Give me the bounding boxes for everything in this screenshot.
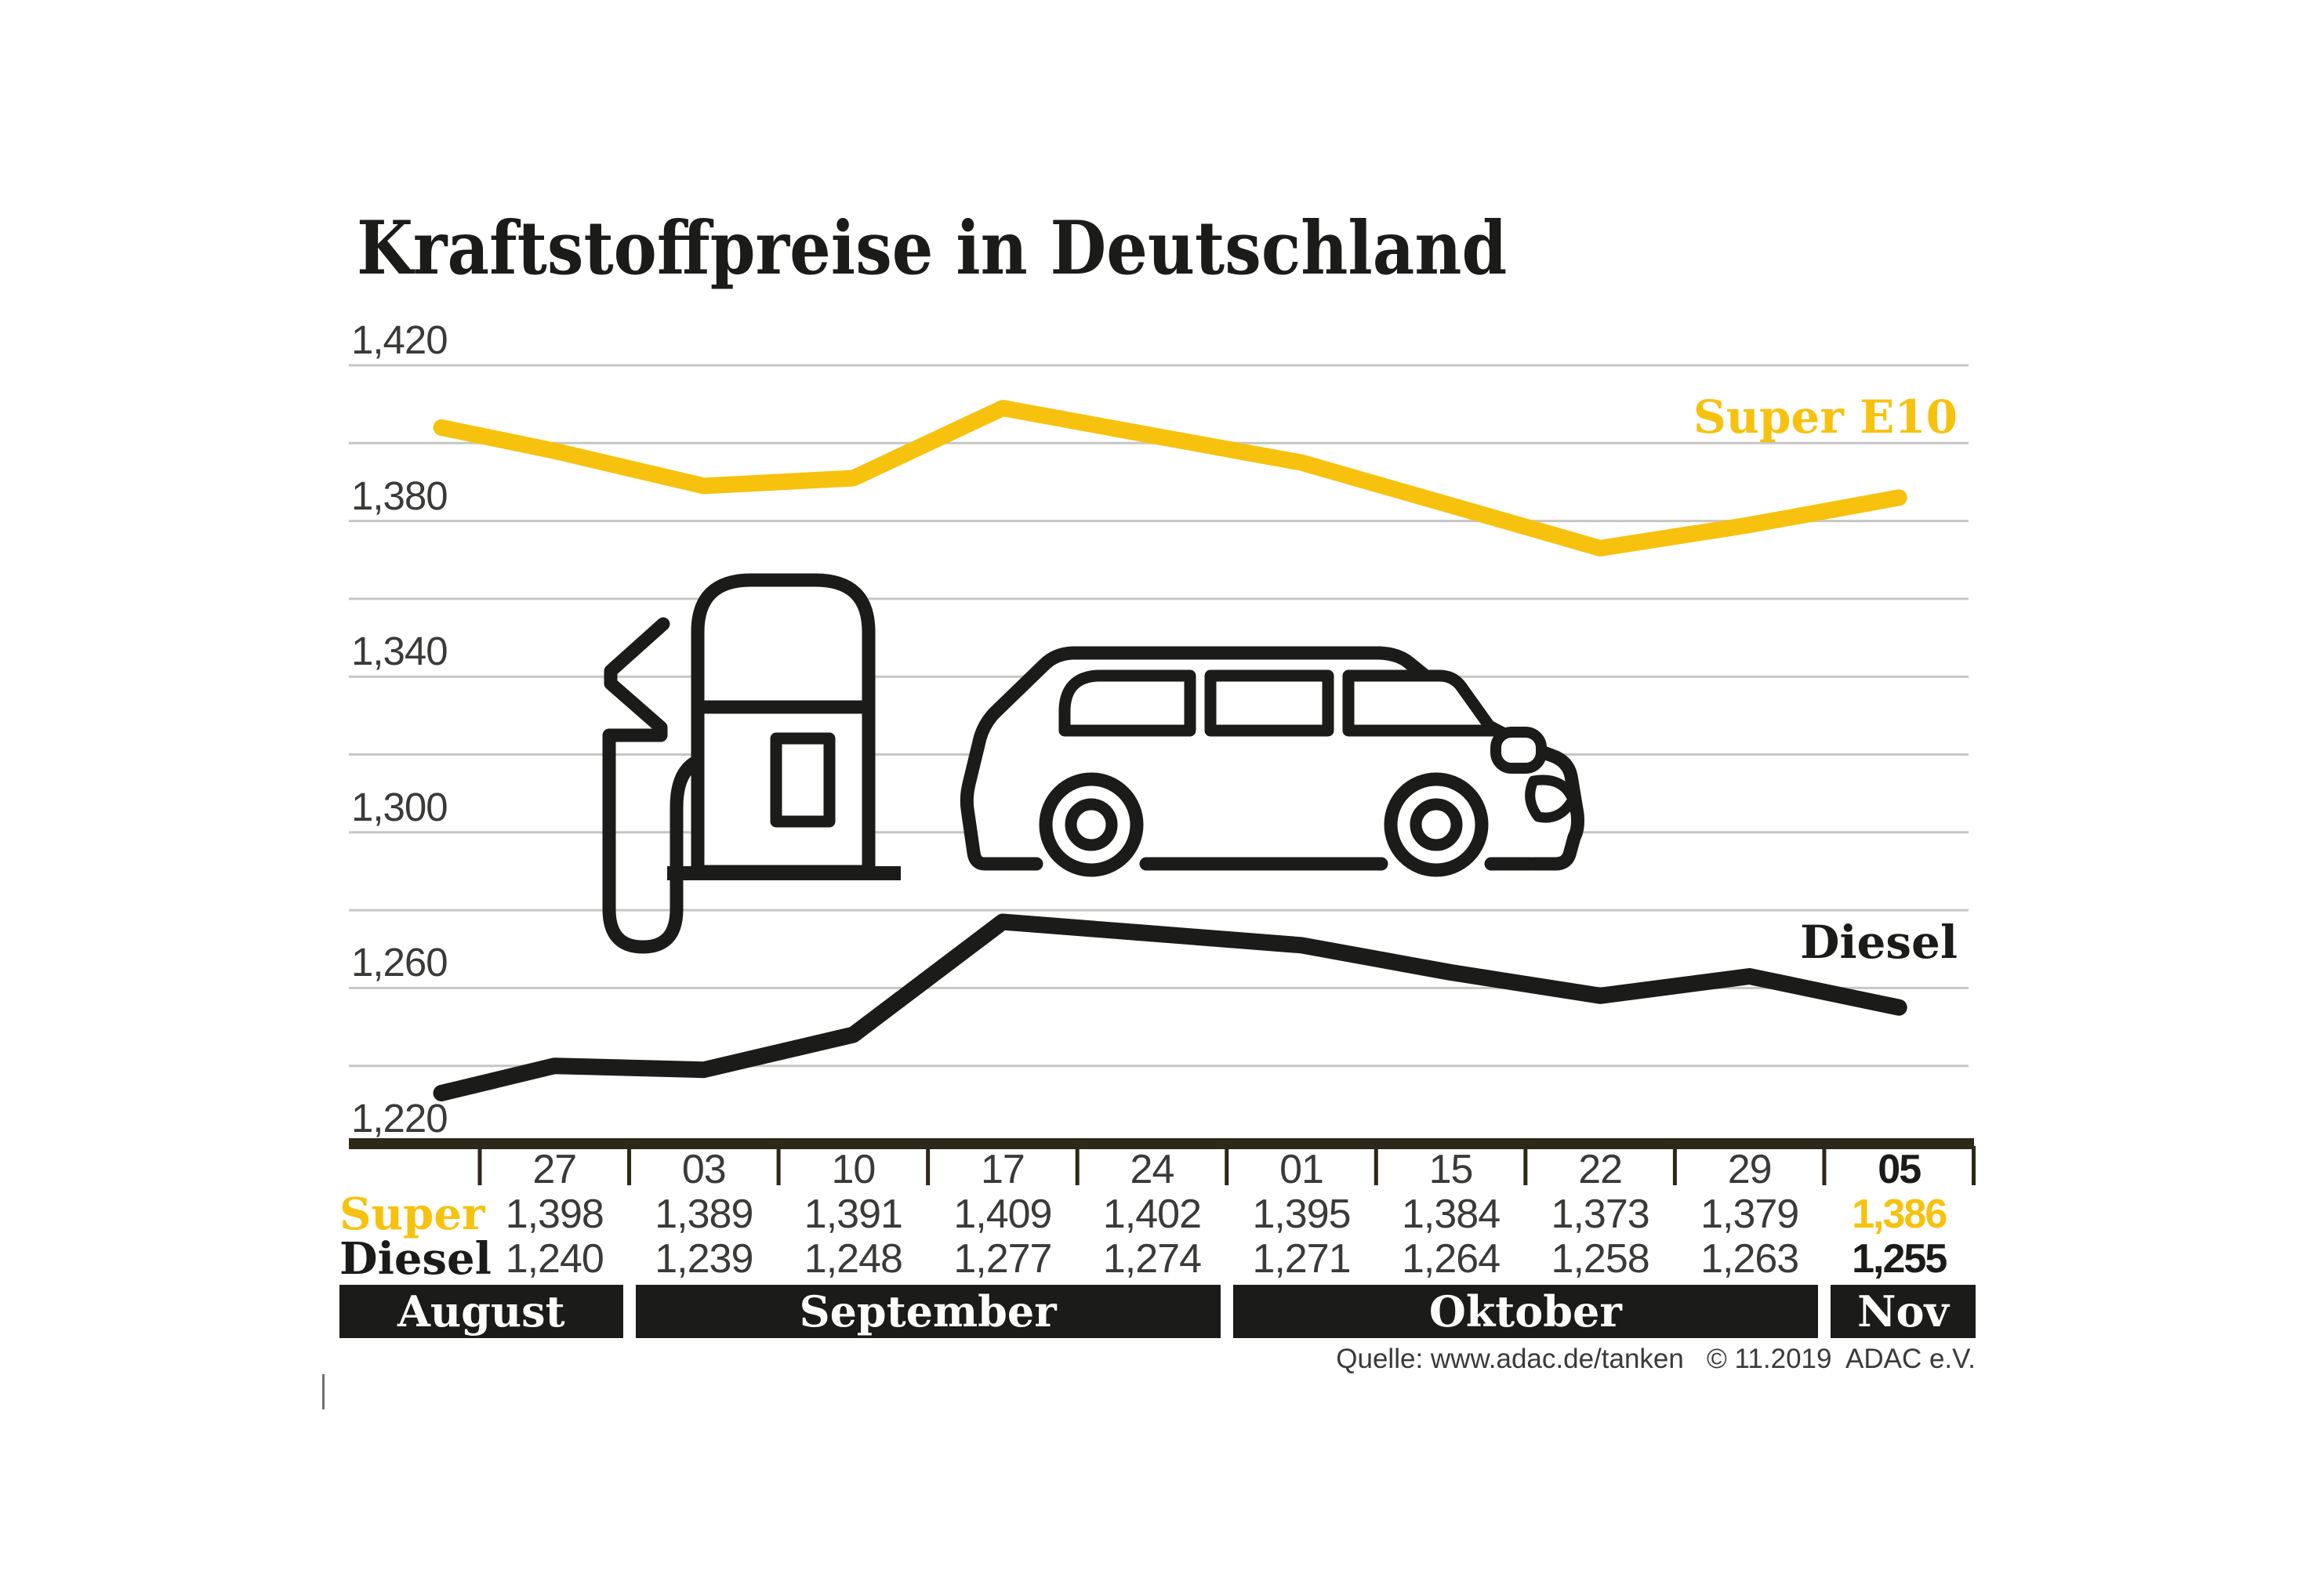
date-cell: 17 xyxy=(981,1147,1025,1192)
diesel-value-cell: 1,277 xyxy=(953,1236,1052,1282)
axis-tick xyxy=(1225,1146,1229,1185)
axis-tick xyxy=(1672,1146,1677,1185)
axis-tick xyxy=(1972,1146,1976,1185)
month-label: Oktober xyxy=(1428,1286,1622,1337)
super-value-cell: 1,379 xyxy=(1700,1192,1799,1237)
diesel-value-cell: 1,248 xyxy=(804,1236,903,1282)
diesel-value-cell: 1,263 xyxy=(1700,1236,1799,1282)
super-e10-line xyxy=(433,400,1907,557)
x-axis xyxy=(349,1138,1976,1185)
super-value-cell: 1,389 xyxy=(655,1192,753,1237)
date-cell: 22 xyxy=(1578,1147,1623,1192)
axis-tick xyxy=(926,1146,931,1185)
month-label: Nov xyxy=(1857,1286,1949,1337)
month-bar-nov: Nov xyxy=(1830,1285,1976,1338)
date-cell: 10 xyxy=(831,1147,876,1192)
fuel-price-chart xyxy=(349,364,1976,1185)
axis-tick xyxy=(1822,1146,1827,1185)
super-value-cell: 1,386 xyxy=(1852,1192,1947,1237)
series-label-diesel: Diesel xyxy=(1800,916,1958,969)
diesel-value-cell: 1,274 xyxy=(1102,1236,1202,1282)
date-cell: 24 xyxy=(1130,1147,1175,1192)
month-label: August xyxy=(397,1286,565,1337)
diesel-value-cell: 1,271 xyxy=(1252,1236,1351,1282)
super-value-cell: 1,395 xyxy=(1252,1192,1351,1237)
series-label-super-e10: Super E10 xyxy=(1693,390,1958,444)
diesel-line xyxy=(433,913,1907,1101)
x-axis-line xyxy=(349,1138,1974,1149)
series-lines xyxy=(433,400,1907,1101)
diesel-value-cell: 1,264 xyxy=(1401,1236,1501,1282)
car-front-wheel-icon xyxy=(1384,772,1489,877)
source-note: Quelle: www.adac.de/tanken © 11.2019 ADA… xyxy=(1336,1344,1976,1374)
super-value-cell: 1,373 xyxy=(1551,1192,1650,1237)
car-icon xyxy=(960,646,1584,877)
diesel-value-cell: 1,258 xyxy=(1551,1236,1650,1282)
diesel-value-cell: 1,255 xyxy=(1852,1236,1947,1282)
diesel-value-cell: 1,239 xyxy=(655,1236,753,1282)
date-cell: 15 xyxy=(1428,1147,1474,1192)
page-title: Kraftstoffpreise in Deutschland xyxy=(357,205,1508,292)
month-bar-oktober: Oktober xyxy=(1232,1285,1818,1338)
y-axis-label: 1,220 xyxy=(351,1096,448,1141)
y-axis-label: 1,340 xyxy=(351,629,448,674)
y-axis-label: 1,420 xyxy=(351,317,448,362)
super-value-cell: 1,398 xyxy=(505,1192,604,1237)
month-bar-august: August xyxy=(339,1285,623,1338)
date-cell: 29 xyxy=(1727,1147,1773,1192)
super-value-cell: 1,409 xyxy=(953,1192,1052,1237)
axis-tick xyxy=(627,1146,632,1185)
super-value-cell: 1,391 xyxy=(804,1192,903,1237)
date-cell: 03 xyxy=(681,1147,727,1192)
car-rear-wheel-icon xyxy=(1039,772,1144,877)
axis-tick xyxy=(776,1146,781,1185)
super-row-label: Super xyxy=(339,1188,485,1240)
super-value-cell: 1,402 xyxy=(1102,1192,1202,1237)
axis-tick xyxy=(1374,1146,1378,1185)
y-axis-label: 1,260 xyxy=(351,940,448,985)
diesel-value-cell: 1,240 xyxy=(505,1236,604,1282)
stray-mark xyxy=(322,1374,325,1409)
month-bar-september: September xyxy=(635,1285,1221,1338)
date-cell: 05 xyxy=(1878,1147,1922,1192)
axis-tick xyxy=(1523,1146,1528,1185)
month-label: September xyxy=(799,1286,1057,1337)
super-value-cell: 1,384 xyxy=(1401,1192,1501,1237)
date-cell: 27 xyxy=(532,1147,577,1192)
axis-tick xyxy=(1075,1146,1080,1185)
y-axis-label: 1,300 xyxy=(351,784,448,829)
axis-tick xyxy=(477,1146,482,1185)
diesel-row-label: Diesel xyxy=(339,1233,492,1285)
fuel-pump-icon xyxy=(602,573,901,954)
y-axis-label: 1,380 xyxy=(351,473,448,518)
date-cell: 01 xyxy=(1279,1147,1324,1192)
